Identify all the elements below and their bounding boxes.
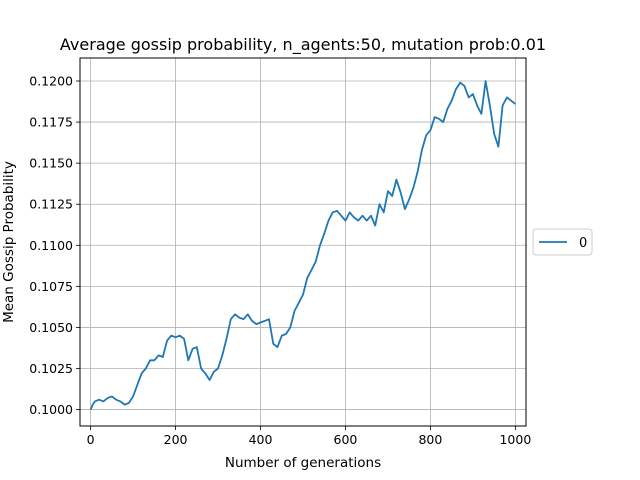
plot-area-frame — [79, 57, 527, 427]
y-tick-label: 0.1050 — [29, 320, 73, 335]
x-tick-label: 400 — [249, 432, 273, 447]
x-tick-label: 200 — [164, 432, 188, 447]
series-layer — [89, 80, 516, 410]
legend-label-series-0: 0 — [579, 236, 587, 251]
x-tick-label: 600 — [334, 432, 358, 447]
y-tick-label: 0.1075 — [29, 279, 73, 294]
grid — [80, 58, 526, 426]
y-tick-label: 0.1200 — [29, 74, 73, 89]
x-tick-label: 0 — [87, 432, 95, 447]
x-tick-label: 800 — [418, 432, 442, 447]
legend: 0 — [532, 228, 593, 256]
x-tick-label: 1000 — [499, 432, 531, 447]
y-tick-label: 0.1125 — [29, 197, 73, 212]
x-axis-label: Number of generations — [225, 455, 381, 471]
x-axis: 0 200 400 600 800 1000 — [87, 426, 531, 447]
chart-title: Average gossip probability, n_agents:50,… — [60, 35, 546, 55]
series-line-0 — [89, 80, 516, 410]
y-axis: 0.1000 0.1025 0.1050 0.1075 0.1100 0.1125 0.11… — [29, 74, 80, 417]
y-tick-label: 0.1150 — [29, 156, 73, 171]
y-tick-label: 0.1175 — [29, 115, 73, 130]
y-tick-label: 0.1100 — [29, 238, 73, 253]
y-tick-label: 0.1025 — [29, 361, 73, 376]
y-axis-label: Mean Gossip Probability — [1, 161, 17, 323]
y-tick-label: 0.1000 — [29, 402, 73, 417]
